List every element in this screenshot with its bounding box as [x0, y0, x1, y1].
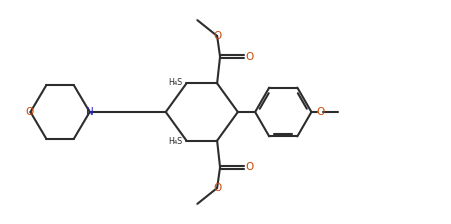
Text: O: O — [213, 31, 222, 41]
Text: O: O — [316, 107, 324, 117]
Text: H₄S: H₄S — [168, 78, 183, 87]
Text: O: O — [245, 162, 253, 172]
Text: N: N — [86, 107, 94, 117]
Text: O: O — [245, 52, 253, 62]
Text: H₄S: H₄S — [168, 137, 183, 146]
Text: O: O — [213, 183, 222, 193]
Text: O: O — [26, 107, 34, 117]
